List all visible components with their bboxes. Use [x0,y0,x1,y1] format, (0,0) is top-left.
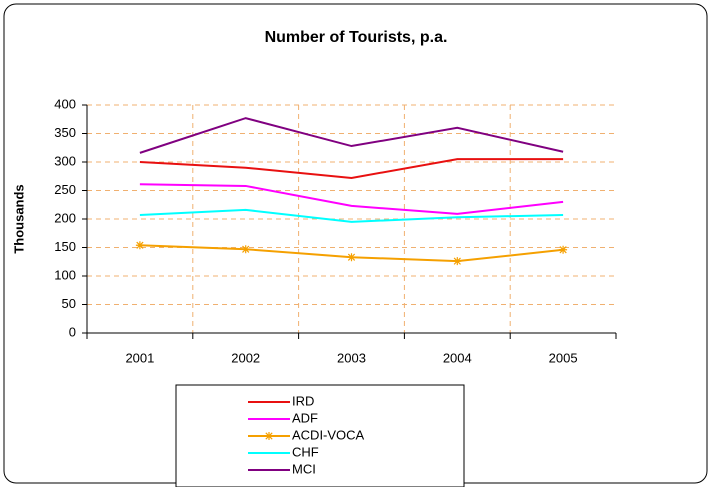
series-line [139,117,564,154]
point-marker [135,241,144,250]
y-tick-label: 400 [54,96,76,111]
point-marker [241,245,250,254]
chart-title: Number of Tourists, p.a. [265,29,448,46]
y-tick-label: 100 [54,267,76,282]
point-marker [453,257,462,266]
y-tick-label: 200 [54,210,76,225]
x-tick-label: 2003 [337,350,366,365]
y-tick-label: 50 [62,296,76,311]
series-line [139,158,564,179]
y-tick-label: 0 [69,324,76,339]
point-marker [347,253,356,262]
legend-label: IRD [292,393,314,408]
series-line [139,183,564,215]
x-tick-label: 2005 [549,350,578,365]
x-tick-label: 2004 [443,350,472,365]
legend-label: CHF [292,444,319,459]
legend-label: MCI [292,461,316,476]
legend-label: ADF [292,410,318,425]
legend-marker [265,432,273,440]
x-tick-label: 2002 [231,350,260,365]
series-line [139,208,564,223]
y-tick-label: 350 [54,125,76,140]
point-marker [559,245,568,254]
y-axis-label: Thousands [11,184,26,253]
y-tick-label: 150 [54,239,76,254]
y-tick-label: 300 [54,153,76,168]
y-tick-label: 250 [54,182,76,197]
legend-label: ACDI-VOCA [292,427,365,442]
x-tick-label: 2001 [125,350,154,365]
legend-box [175,384,465,488]
